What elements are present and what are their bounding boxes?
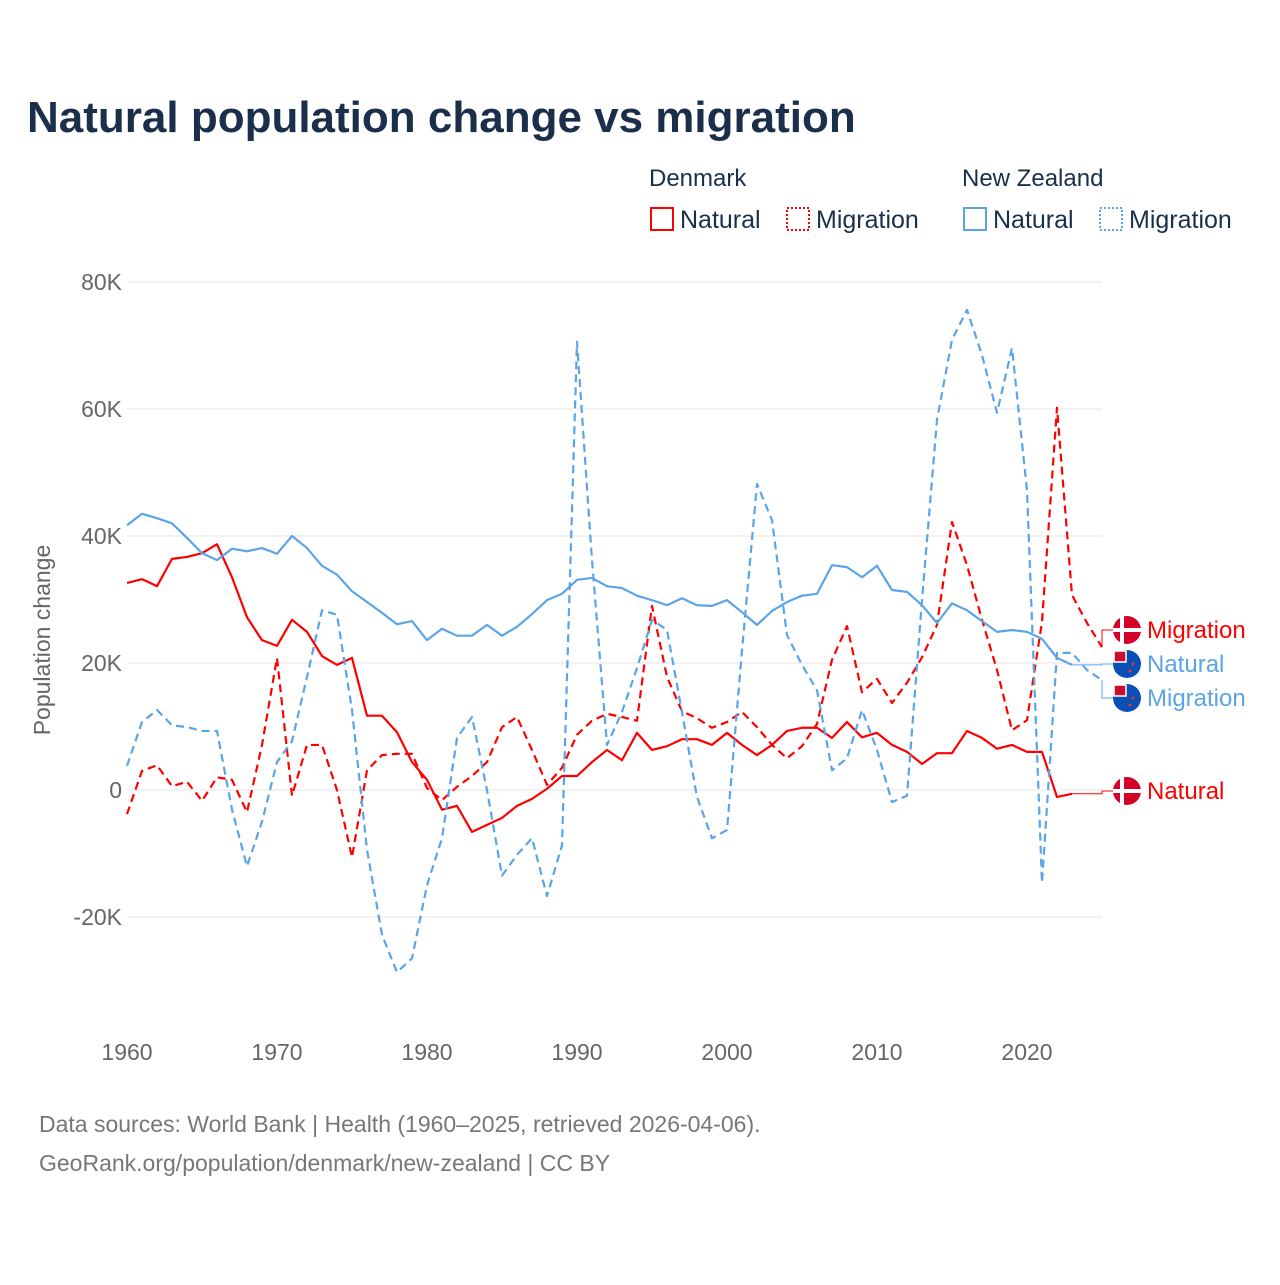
- x-tick-label: 1960: [101, 1039, 152, 1065]
- legend-item-nz-migration[interactable]: Migration: [1129, 206, 1232, 234]
- flag-star: [1131, 662, 1135, 666]
- x-tick-label: 1980: [401, 1039, 452, 1065]
- legend-swatch-solid: [650, 207, 674, 231]
- legend-item-dk-natural[interactable]: Natural: [680, 206, 761, 234]
- new-zealand-flag-icon: [1113, 684, 1141, 712]
- end-label-new-zealand-natural: Natural: [1147, 651, 1224, 678]
- source-note: Data sources: World Bank | Health (1960–…: [39, 1111, 761, 1137]
- x-axis: 1960 1970 1980 1990 2000 2010 2020: [101, 1039, 1052, 1065]
- end-label-denmark-natural: Natural: [1147, 778, 1224, 805]
- denmark-flag-icon: [1113, 616, 1141, 644]
- y-axis: -20K 0 20K 40K 60K 80K: [73, 269, 122, 930]
- x-tick-label: 2000: [701, 1039, 752, 1065]
- chart-title: Natural population change vs migration: [27, 93, 856, 142]
- y-tick-label: -20K: [73, 904, 122, 930]
- flag-star: [1128, 669, 1132, 673]
- label-connector: [1072, 663, 1113, 666]
- series-line-new-zealand-natural: [126, 512, 1073, 666]
- x-tick-label: 2010: [851, 1039, 902, 1065]
- series-line-denmark-migration: [125, 406, 1103, 859]
- y-tick-label: 80K: [81, 269, 123, 295]
- x-tick-label: 2020: [1001, 1039, 1052, 1065]
- legend-group-new-zealand: New Zealand: [962, 165, 1103, 192]
- y-tick-label: 20K: [81, 650, 123, 676]
- legend: Denmark Natural Migration New Zealand Na…: [649, 165, 1232, 234]
- legend-item-dk-migration[interactable]: Migration: [816, 206, 919, 234]
- y-axis-label: Population change: [29, 545, 55, 736]
- series-lines: [125, 308, 1103, 974]
- legend-swatch-solid: [963, 207, 987, 231]
- y-tick-label: 60K: [81, 396, 123, 422]
- source-url[interactable]: GeoRank.org/population/denmark/new-zeala…: [39, 1150, 610, 1176]
- flag-star: [1131, 696, 1135, 700]
- y-tick-label: 0: [109, 777, 122, 803]
- series-line-denmark-natural: [126, 543, 1073, 834]
- legend-swatch-dotted: [786, 207, 810, 231]
- flag-cross: [1113, 789, 1141, 793]
- end-label-denmark-migration: Migration: [1147, 617, 1246, 644]
- flag-cross: [1113, 628, 1141, 632]
- x-tick-label: 1990: [551, 1039, 602, 1065]
- series-line-new-zealand-migration: [125, 308, 1103, 974]
- end-labels: Migration Natural Migration Natural: [1072, 616, 1246, 805]
- flag-union-jack: [1113, 650, 1127, 663]
- end-label-new-zealand-migration: Migration: [1147, 685, 1246, 712]
- label-connector: [1072, 790, 1113, 795]
- y-tick-label: 40K: [81, 523, 123, 549]
- label-connector: [1101, 629, 1113, 648]
- legend-item-nz-natural[interactable]: Natural: [993, 206, 1074, 234]
- x-tick-label: 1970: [251, 1039, 302, 1065]
- flag-union-jack: [1113, 684, 1127, 697]
- new-zealand-flag-icon: [1113, 650, 1141, 678]
- label-connector: [1101, 680, 1113, 699]
- denmark-flag-icon: [1113, 777, 1141, 805]
- legend-group-denmark: Denmark: [649, 165, 747, 192]
- gridlines: [127, 281, 1102, 918]
- flag-star: [1128, 703, 1132, 707]
- legend-swatch-dotted: [1099, 207, 1123, 231]
